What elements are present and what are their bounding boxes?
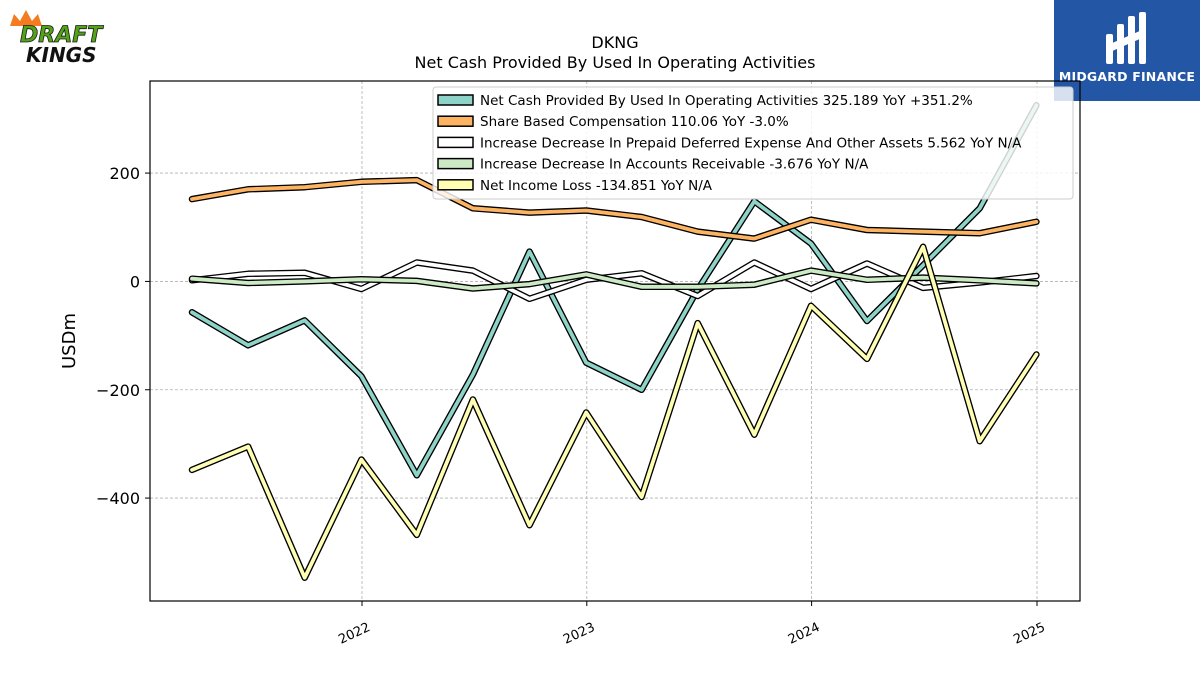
- legend-label: Increase Decrease In Prepaid Deferred Ex…: [480, 135, 1022, 151]
- series-line: [190, 103, 1039, 478]
- y-tick-label: 0: [130, 272, 140, 291]
- y-tick-label: −400: [96, 489, 140, 508]
- chart-title: DKNG: [591, 33, 638, 52]
- draftkings-logo-line2: KINGS: [26, 43, 97, 66]
- x-tick-label: 2025: [1011, 620, 1047, 648]
- series-5: [188, 243, 1040, 581]
- crown-icon: [10, 10, 42, 26]
- y-tick-label: −200: [96, 381, 140, 400]
- y-tick-label: 200: [109, 164, 140, 183]
- draftkings-logo: DRAFT KINGS: [8, 6, 123, 67]
- series-lines: [188, 102, 1040, 581]
- legend-label: Share Based Compensation 110.06 YoY -3.0…: [480, 114, 789, 130]
- series-line: [190, 178, 1039, 241]
- series-outline: [188, 243, 1040, 581]
- series-line: [190, 244, 1039, 580]
- legend-swatch: [437, 115, 474, 127]
- draftkings-logo-graphic: DRAFT KINGS: [10, 10, 105, 67]
- legend-label: Increase Decrease In Accounts Receivable…: [480, 157, 869, 173]
- legend: Net Cash Provided By Used In Operating A…: [432, 86, 1074, 200]
- chart-subtitle: Net Cash Provided By Used In Operating A…: [415, 53, 816, 72]
- axis-ticks: 2022 2023 2024 2025 200 0 −200 −400: [96, 164, 1048, 648]
- midgard-finance-logo: MIDGARD FINANCE: [1054, 0, 1200, 101]
- legend-swatch: [437, 94, 474, 106]
- x-tick-label: 2022: [336, 620, 372, 648]
- legend-swatch: [437, 136, 474, 149]
- plot-frame: [149, 80, 1081, 602]
- series-4: [188, 267, 1040, 292]
- series-line: [190, 268, 1039, 291]
- series-2: [188, 176, 1040, 242]
- legend-box: [432, 86, 1074, 200]
- legend-label: Net Income Loss -134.851 YoY N/A: [480, 178, 713, 194]
- legend-label: Net Cash Provided By Used In Operating A…: [480, 93, 973, 109]
- y-axis-label: USDm: [59, 313, 80, 369]
- midgard-finance-wordmark: MIDGARD FINANCE: [1058, 69, 1196, 84]
- legend-swatch: [437, 179, 474, 191]
- series-1: [188, 102, 1040, 479]
- x-tick-label: 2024: [786, 620, 822, 648]
- x-tick-label: 2023: [561, 620, 597, 648]
- midgard-emblem-icon: [1106, 12, 1146, 64]
- legend-swatch: [437, 157, 474, 170]
- draftkings-logo-line1: DRAFT: [20, 23, 104, 48]
